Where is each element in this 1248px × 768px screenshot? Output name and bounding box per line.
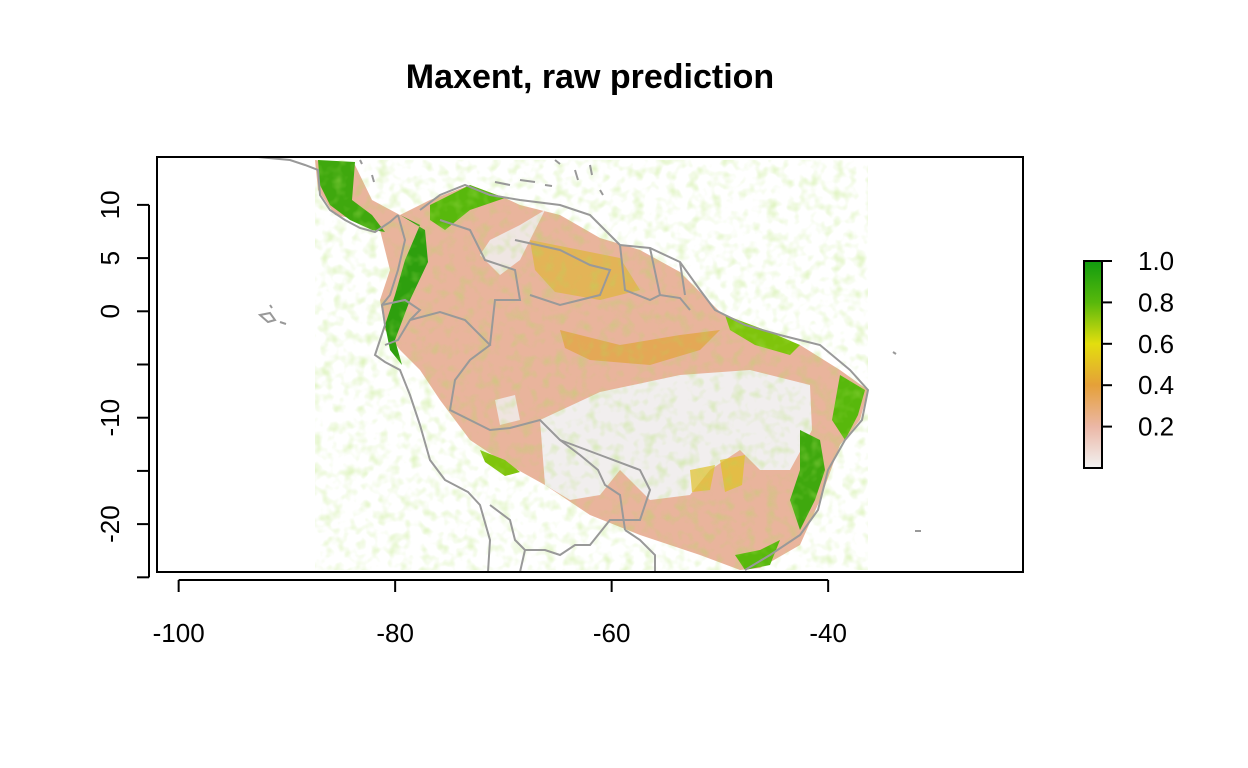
legend-tick-label: 1.0	[1138, 246, 1174, 276]
raster-texture	[315, 160, 868, 570]
islands-caribbean	[494, 164, 604, 196]
legend-tick-label: 0.6	[1138, 329, 1174, 359]
legend-colorbar	[1083, 260, 1103, 469]
y-tick-label: 10	[95, 190, 125, 219]
legend-ticks: 1.0 0.8 0.6 0.4 0.2	[1102, 246, 1174, 442]
prediction-raster	[315, 160, 868, 570]
plot-frame	[156, 156, 1024, 573]
country-borders	[257, 157, 921, 572]
legend-tick-label: 0.4	[1138, 370, 1174, 400]
coastline-central-america	[257, 157, 399, 234]
x-tick-label: -80	[376, 618, 414, 648]
border-guianas	[619, 244, 691, 311]
border-colombia	[439, 219, 522, 346]
high-suitability-zone	[480, 450, 520, 476]
border-paraguay	[624, 529, 656, 572]
x-tick-label: -100	[153, 618, 205, 648]
top-islands	[359, 159, 561, 183]
islands-galapagos	[257, 304, 287, 325]
coastline-north	[419, 183, 870, 571]
y-tick-label: -10	[95, 399, 125, 437]
islands-atlantic	[892, 351, 921, 532]
x-tick-label: -60	[593, 618, 631, 648]
y-tick-label: -20	[95, 505, 125, 543]
legend-tick-label: 0.8	[1138, 287, 1174, 317]
legend-tick-label: 0.2	[1138, 412, 1174, 442]
chart-title: Maxent, raw prediction	[405, 58, 775, 96]
y-tick-label: 0	[95, 304, 125, 318]
border-bolivia	[519, 439, 652, 572]
border-peru-brazil	[409, 310, 626, 531]
border-venezuela	[514, 239, 612, 307]
border-ecuador	[381, 298, 422, 346]
y-tick-label: 5	[95, 251, 125, 265]
coastline-south-america-west	[373, 214, 492, 572]
x-tick-label: -40	[809, 618, 847, 648]
border-chile-argentina	[489, 504, 526, 551]
